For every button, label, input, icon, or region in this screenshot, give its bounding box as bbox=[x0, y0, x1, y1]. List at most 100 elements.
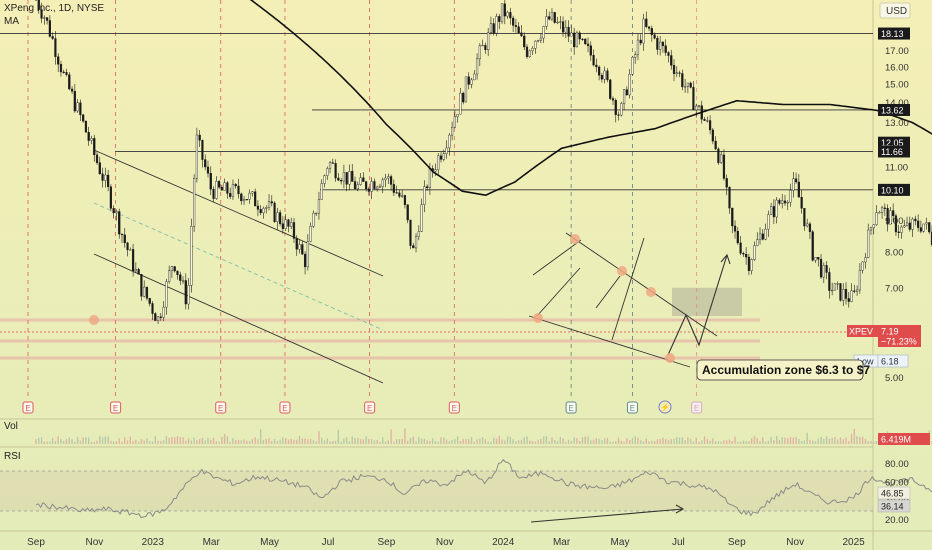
volume-bar bbox=[387, 440, 389, 444]
volume-bar bbox=[251, 438, 254, 444]
time-axis[interactable]: Sep Nov 2023 Mar May Jul Sep Nov 2024 Mar May Jul Se… bbox=[27, 537, 865, 548]
candle-body bbox=[312, 212, 315, 227]
candle-body bbox=[672, 65, 676, 74]
candle-body bbox=[223, 182, 226, 191]
volume-bar bbox=[603, 438, 606, 444]
earnings-marker[interactable] bbox=[215, 401, 227, 414]
candle-body bbox=[165, 281, 168, 308]
split-marker[interactable]: ⚡ bbox=[658, 400, 672, 414]
price-candles bbox=[34, 0, 932, 324]
price-tick-label: 8.00 bbox=[885, 248, 904, 259]
volume-bar bbox=[670, 439, 672, 444]
candle-body bbox=[656, 37, 659, 50]
price-tick-label: 13.00 bbox=[885, 118, 909, 129]
earnings-marker[interactable] bbox=[565, 401, 577, 414]
candle-body bbox=[93, 138, 96, 156]
volume-bar bbox=[753, 436, 756, 444]
volume-bar bbox=[551, 437, 553, 444]
candle-body bbox=[914, 218, 917, 222]
volume-bar bbox=[559, 437, 561, 444]
volume-bar bbox=[218, 441, 220, 444]
level-badge-value: 11.66 bbox=[881, 147, 903, 157]
earnings-marker[interactable] bbox=[110, 401, 122, 414]
rsi-panel-label[interactable]: RSI bbox=[4, 451, 21, 462]
volume-bar bbox=[462, 438, 464, 444]
symbol-badge bbox=[847, 325, 878, 337]
level-badge-value: 13.62 bbox=[881, 105, 904, 115]
candle-body bbox=[831, 289, 834, 292]
candle-body bbox=[553, 12, 556, 23]
volume-bar bbox=[379, 441, 381, 444]
candle-body bbox=[659, 41, 662, 50]
currency-button-label[interactable]: USD bbox=[886, 6, 907, 17]
volume-bar bbox=[151, 441, 154, 444]
volume-bar bbox=[212, 437, 215, 444]
candle-body bbox=[459, 92, 462, 115]
candle-body bbox=[517, 26, 520, 34]
candle-body bbox=[84, 120, 88, 133]
volume-bar bbox=[573, 437, 575, 444]
earnings-marker-label: E bbox=[630, 404, 635, 413]
earnings-marker[interactable] bbox=[364, 401, 376, 414]
candle-body bbox=[320, 183, 323, 200]
rsi-band bbox=[0, 471, 873, 511]
volume-bar bbox=[365, 436, 367, 444]
volume-bar bbox=[51, 438, 54, 444]
earnings-marker[interactable] bbox=[448, 401, 460, 414]
volume-bar bbox=[257, 439, 259, 444]
earnings-marker[interactable] bbox=[691, 401, 703, 414]
earnings-marker[interactable] bbox=[279, 401, 291, 414]
candle-body bbox=[73, 91, 76, 112]
volume-bar bbox=[259, 429, 262, 444]
time-tick-label: Nov bbox=[786, 537, 804, 548]
candle-body bbox=[129, 249, 132, 251]
volume-bar bbox=[828, 438, 831, 444]
overlay-label[interactable]: MA bbox=[4, 16, 19, 27]
volume-bar bbox=[398, 439, 401, 444]
volume-bars bbox=[35, 428, 932, 444]
candle-body bbox=[323, 175, 326, 184]
candle-body bbox=[315, 212, 318, 215]
volume-bar bbox=[171, 437, 173, 444]
candle-body bbox=[298, 244, 301, 250]
volume-bar bbox=[265, 439, 267, 444]
volume-bar bbox=[198, 439, 201, 444]
volume-bar bbox=[282, 437, 284, 444]
candle-body bbox=[90, 138, 93, 141]
candle-body bbox=[162, 306, 165, 318]
currency-button[interactable]: USD bbox=[879, 2, 911, 19]
candle-body bbox=[783, 200, 787, 204]
volume-panel-label[interactable]: Vol bbox=[4, 421, 18, 432]
volume-bar bbox=[784, 437, 786, 444]
volume-bar bbox=[698, 441, 700, 444]
earnings-marker[interactable] bbox=[626, 401, 638, 414]
earnings-marker-label: E bbox=[218, 404, 223, 413]
candle-body bbox=[123, 234, 126, 244]
time-tick-label: May bbox=[611, 537, 630, 548]
level-badge-value: 10.10 bbox=[881, 185, 904, 195]
volume-bar bbox=[850, 433, 853, 444]
candle-body bbox=[803, 207, 806, 227]
candle-body bbox=[384, 177, 387, 181]
volume-bar bbox=[326, 438, 328, 444]
volume-bar bbox=[778, 439, 781, 444]
candle-body bbox=[664, 45, 667, 53]
volume-bar bbox=[71, 439, 73, 444]
volume-bar bbox=[182, 437, 184, 444]
volume-bar bbox=[165, 436, 168, 444]
volume-bar bbox=[576, 438, 578, 444]
symbol-title[interactable]: XPeng Inc., 1D, NYSE bbox=[4, 3, 105, 14]
volume-bar bbox=[423, 438, 426, 444]
dividend-icon[interactable] bbox=[658, 400, 672, 414]
earnings-lines bbox=[27, 0, 698, 400]
earnings-marker[interactable] bbox=[22, 401, 34, 414]
candle-body bbox=[531, 48, 534, 52]
candle-body bbox=[625, 89, 628, 96]
volume-bar bbox=[276, 441, 279, 444]
volume-bar bbox=[149, 441, 151, 444]
currency-button-box[interactable] bbox=[879, 2, 911, 19]
volume-bar bbox=[567, 439, 570, 444]
volume-bar bbox=[112, 441, 115, 444]
